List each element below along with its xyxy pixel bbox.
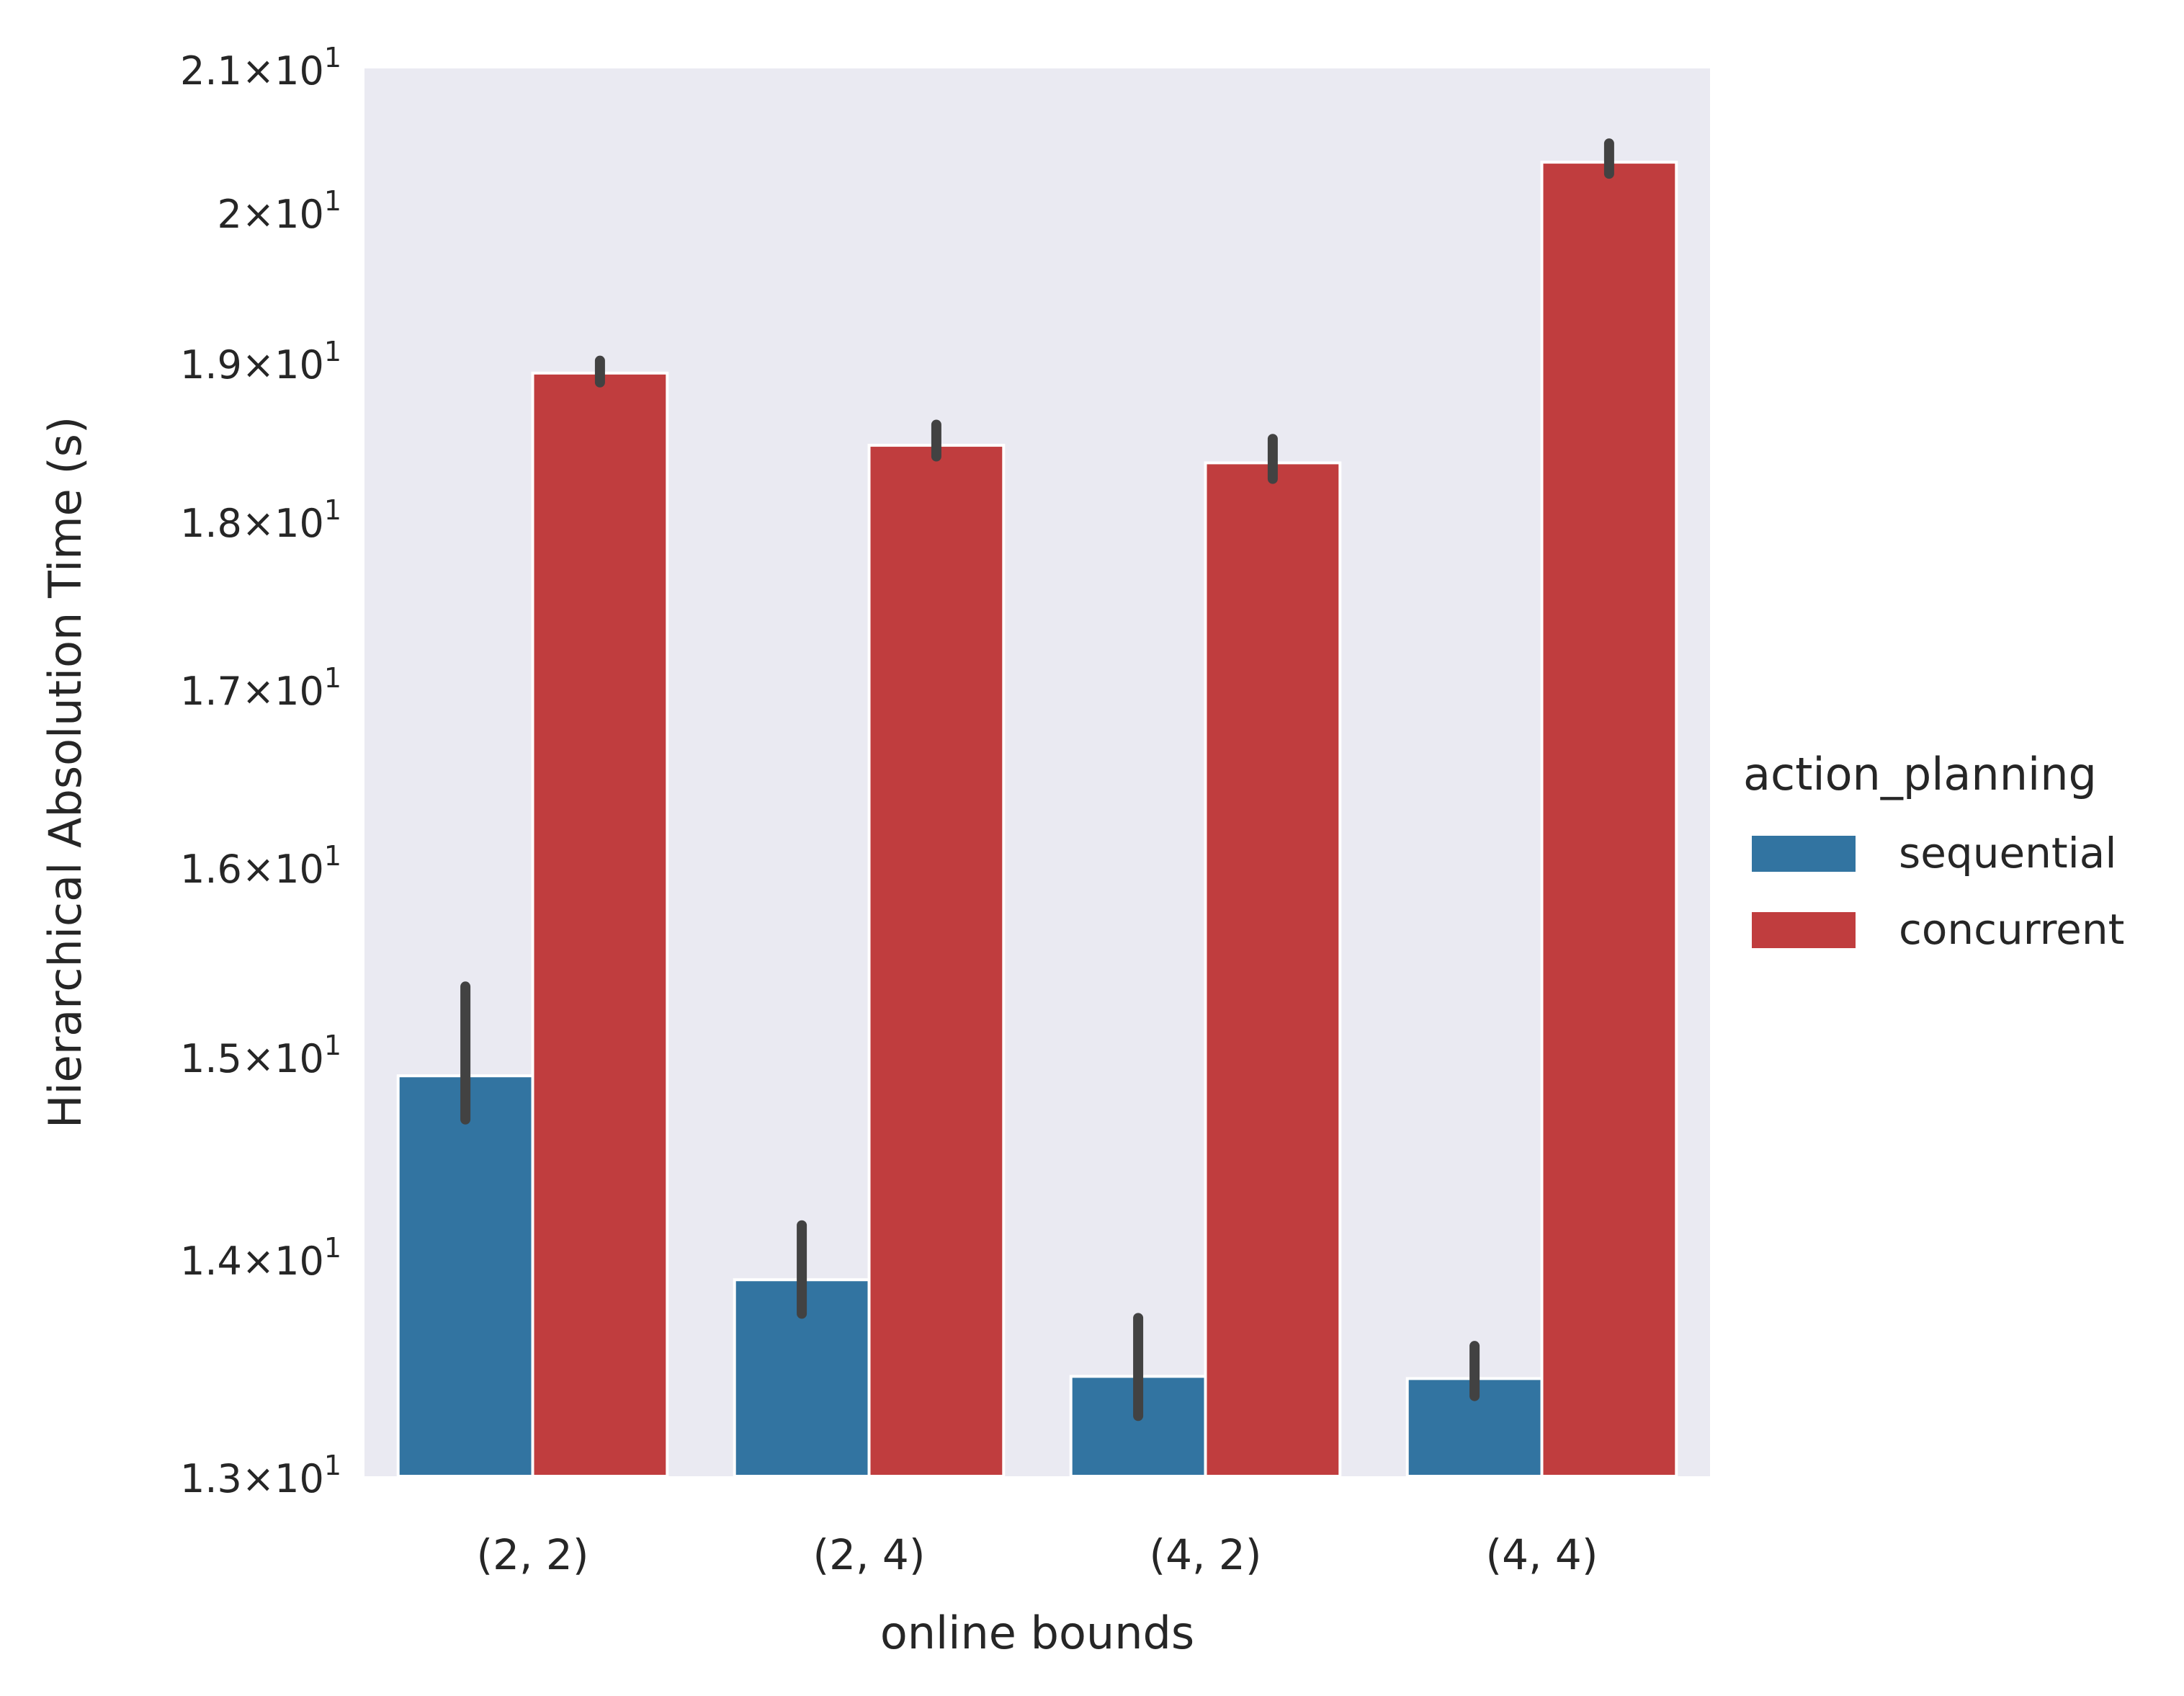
x-tick-labels: (2, 2) (2, 4) (4, 2) (4, 4) [477,1530,1598,1579]
legend-title: action_planning [1743,748,2097,800]
legend-label-concurrent: concurrent [1899,905,2124,954]
bar-sequential-0 [396,1074,534,1478]
bar-sequential-3 [1405,1377,1544,1478]
bar-concurrent-0 [531,371,669,1478]
x-axis-label: online bounds [880,1607,1194,1659]
y-tick-labels: 1.3×101 1.4×101 1.5×101 1.6×101 1.7×101 1.8×1… [180,42,341,1501]
bar-concurrent-2 [1204,461,1342,1478]
y-tick-label: 1.3×101 [180,1450,341,1501]
y-tick-label: 2×101 [217,185,341,237]
y-axis-label: Hierarchical Absolution Time (s) [39,416,91,1128]
error-bars-layer [460,138,1614,1421]
bars-layer [396,161,1678,1478]
legend-swatch-concurrent [1752,912,1856,948]
y-tick-label: 1.4×101 [180,1232,341,1284]
y-tick-label: 1.8×101 [180,494,341,546]
legend-swatch-sequential [1752,836,1856,872]
y-tick-label: 2.1×101 [180,42,341,94]
y-tick-label: 1.6×101 [180,840,341,892]
legend: action_planning sequential concurrent [1743,748,2124,954]
x-tick-label: (2, 4) [813,1530,926,1579]
x-tick-label: (4, 4) [1486,1530,1598,1579]
bar-concurrent-3 [1540,161,1678,1478]
legend-label-sequential: sequential [1899,829,2116,878]
bar-concurrent-1 [867,444,1006,1478]
y-tick-label: 1.5×101 [180,1030,341,1081]
y-tick-label: 1.9×101 [180,336,341,388]
x-tick-label: (2, 2) [477,1530,589,1579]
y-tick-label: 1.7×101 [180,662,341,714]
x-tick-label: (4, 2) [1150,1530,1262,1579]
